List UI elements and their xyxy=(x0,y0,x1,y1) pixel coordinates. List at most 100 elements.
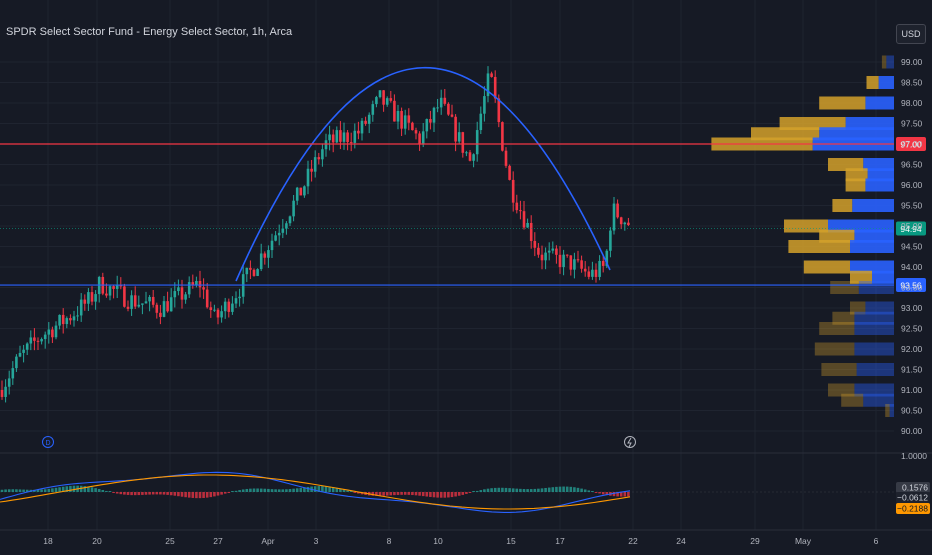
histogram-bar xyxy=(87,486,90,492)
candle-body xyxy=(227,301,231,312)
histogram-bar xyxy=(270,489,274,492)
candle-body xyxy=(285,223,288,229)
histogram-bar xyxy=(43,489,47,492)
histogram-bar xyxy=(252,488,256,492)
histogram-bar xyxy=(486,488,490,492)
candle-body xyxy=(357,130,360,134)
histogram-bar xyxy=(303,487,306,492)
volume-profile-bar xyxy=(865,178,894,192)
candle-body xyxy=(299,187,303,196)
histogram-bar xyxy=(328,486,331,492)
candle-body xyxy=(18,352,22,357)
arc-drawing xyxy=(235,66,611,282)
volume-profile-bar xyxy=(819,127,894,141)
candle-body xyxy=(270,240,274,251)
histogram-bar xyxy=(148,492,151,495)
volume-profile-bar xyxy=(830,281,859,294)
candle-body xyxy=(558,254,562,268)
candle-body xyxy=(209,307,213,311)
candle-body xyxy=(508,165,511,180)
candle-body xyxy=(25,343,29,350)
indicator-value-label: −0.0612 xyxy=(897,493,928,503)
candle-body xyxy=(587,271,591,277)
time-tick-label: 27 xyxy=(213,536,223,546)
candle-body xyxy=(191,282,195,286)
histogram-bar xyxy=(191,492,195,498)
time-tick-label: 3 xyxy=(314,536,319,546)
volume-profile-bar xyxy=(819,96,866,110)
candle-body xyxy=(0,390,4,397)
histogram-bar xyxy=(123,492,126,495)
candle-body xyxy=(144,301,148,304)
histogram-bar xyxy=(166,492,169,495)
grid xyxy=(0,0,894,530)
histogram-bar xyxy=(573,487,576,492)
candle-body xyxy=(267,250,270,258)
candle-body xyxy=(515,202,519,211)
histogram-bar xyxy=(4,489,7,492)
candle-body xyxy=(166,301,169,312)
price-tick-label: 99.00 xyxy=(901,57,923,67)
candle-body xyxy=(321,149,324,160)
candle-body xyxy=(252,269,256,276)
histogram-bar xyxy=(526,489,529,492)
time-tick-label: 20 xyxy=(92,536,102,546)
candle-body xyxy=(393,100,396,122)
volume-profile-bar xyxy=(850,270,872,284)
candle-body xyxy=(519,210,522,212)
histogram-bar xyxy=(169,492,173,496)
candle-body xyxy=(133,295,137,307)
time-tick-label: Apr xyxy=(261,536,274,546)
histogram-bar xyxy=(562,486,565,492)
horizontal-line-label: 97.00 xyxy=(900,140,922,150)
candle-body xyxy=(555,248,558,255)
candle-body xyxy=(486,73,490,97)
histogram-bar xyxy=(468,492,472,493)
indicator-axis-label: 1.0000 xyxy=(901,451,927,461)
histogram-bar xyxy=(220,492,223,495)
macd-pane: 1.0000 0.1576−0.0612−0.2188 xyxy=(0,451,930,514)
histogram-bar xyxy=(159,492,162,495)
histogram-bar xyxy=(101,489,105,492)
candle-body xyxy=(281,228,285,233)
candle-body xyxy=(65,318,69,325)
histogram-bar xyxy=(605,492,609,496)
histogram-bar xyxy=(54,487,58,492)
volume-profile-bar xyxy=(850,260,894,274)
volume-profile xyxy=(711,55,894,417)
volume-profile-bar xyxy=(854,383,894,397)
histogram-bar xyxy=(137,492,141,496)
histogram-bar xyxy=(403,492,407,495)
histogram-bar xyxy=(72,485,76,492)
candle-body xyxy=(580,260,583,269)
horizontal-line-label: 93.56 xyxy=(900,281,922,291)
volume-profile-bar xyxy=(886,55,894,69)
price-tick-label: 93.00 xyxy=(901,303,923,313)
candle-body xyxy=(234,298,238,304)
chart-title: SPDR Select Sector Fund - Energy Select … xyxy=(6,26,293,38)
candle-body xyxy=(169,297,173,312)
histogram-bar xyxy=(382,492,385,496)
histogram-bar xyxy=(58,487,61,492)
histogram-bar xyxy=(447,492,450,498)
volume-profile-bar xyxy=(889,404,894,417)
histogram-bar xyxy=(529,489,533,492)
histogram-bar xyxy=(18,489,22,492)
indicator-value-bg xyxy=(896,503,930,514)
candle-body xyxy=(457,132,461,142)
candle-body xyxy=(619,217,623,225)
volume-profile-bar xyxy=(850,240,894,253)
volume-profile-bar xyxy=(885,404,890,417)
currency-button[interactable]: USD xyxy=(896,24,926,44)
candle-body xyxy=(148,296,151,302)
volume-profile-bar xyxy=(850,301,866,315)
candle-body xyxy=(108,286,112,296)
histogram-bar xyxy=(313,486,317,492)
candle-body xyxy=(180,287,184,300)
histogram-bar xyxy=(396,492,400,495)
histogram-bar xyxy=(112,492,115,493)
volume-profile-bar xyxy=(854,311,894,325)
histogram-bar xyxy=(321,486,324,492)
